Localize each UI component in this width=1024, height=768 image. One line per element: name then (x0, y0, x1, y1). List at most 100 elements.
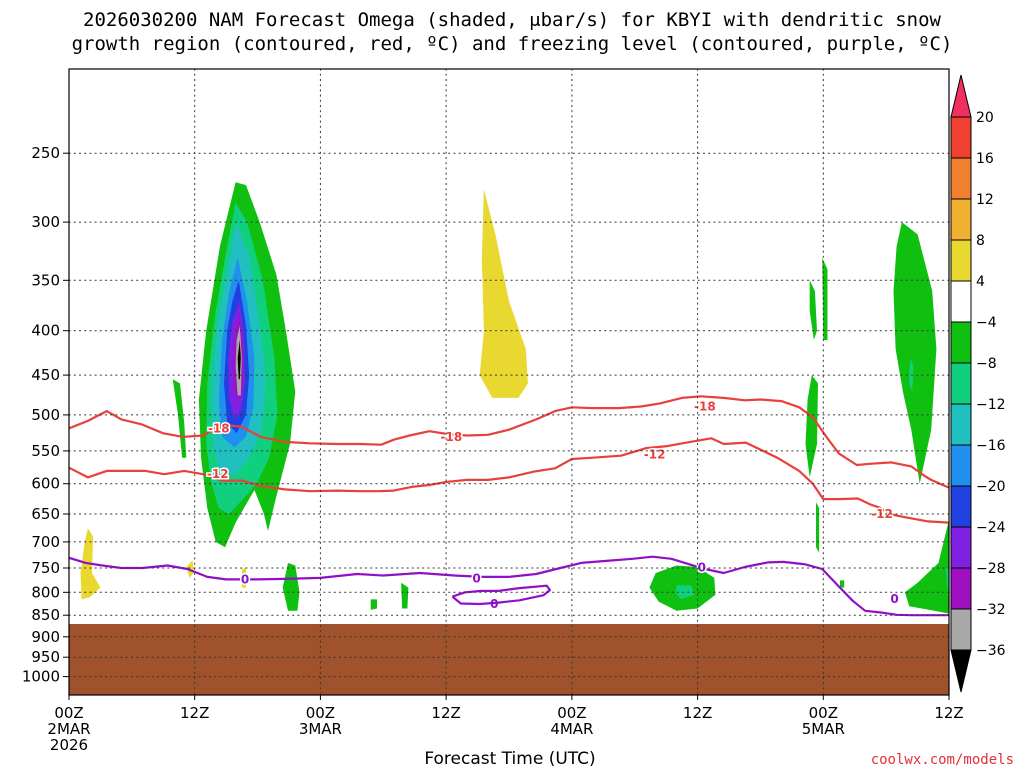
colorbar-band-6 (950, 362, 972, 405)
colorbar-band-3 (950, 239, 972, 282)
colorbar-label-11: −28 (976, 561, 1006, 577)
contour-label--12-0: -12 (207, 467, 229, 481)
omega-shade-right-lowlevel (905, 519, 949, 614)
contour-label-0-1: 0 (472, 571, 480, 585)
y-tick-label-650: 650 (31, 505, 60, 523)
x-tick-line-0-1: 2MAR (47, 720, 90, 738)
x-tick-label-4: 00Z 4MAR (550, 704, 593, 738)
grid-lines (68, 68, 950, 696)
x-tick-label-1: 12Z (180, 704, 209, 722)
y-tick-label-750: 750 (31, 559, 60, 577)
colorbar-band-10 (950, 526, 972, 569)
x-tick-line-5-0: 12Z (683, 704, 712, 722)
colorbar-label-12: −32 (976, 602, 1006, 618)
y-tick-label-700: 700 (31, 533, 60, 551)
colorbar-band-12 (950, 608, 972, 651)
x-tick-line-4-0: 00Z (557, 704, 586, 722)
colorbar-band-4 (950, 280, 972, 323)
colorbar-band-7 (950, 403, 972, 446)
contour-label-0-4: 0 (890, 592, 898, 606)
x-tick-line-6-1: 5MAR (802, 720, 845, 738)
y-tick-label-500: 500 (31, 406, 60, 424)
omega-shade-right-sliver-c (805, 375, 818, 478)
y-tick-label-950: 950 (31, 648, 60, 666)
omega-shade-left-sliver (172, 379, 187, 458)
colorbar-band-1 (950, 157, 972, 200)
x-tick-line-2-1: 3MAR (299, 720, 342, 738)
y-tick-label-600: 600 (31, 475, 60, 493)
omega-shade-right-sliver-e (816, 502, 820, 553)
colorbar-label-4: 4 (976, 274, 985, 290)
chart-title-line-1: 2026030200 NAM Forecast Omega (shaded, μ… (83, 9, 941, 31)
x-tick-line-6-0: 00Z (809, 704, 838, 722)
omega-shade-right-sliver-a (809, 280, 817, 340)
y-tick-label-400: 400 (31, 322, 60, 340)
freezing-level-line-3 (451, 584, 551, 606)
y-tick-label-350: 350 (31, 271, 60, 289)
colorbar-label-7: −12 (976, 397, 1006, 413)
contour-label--18-2: -18 (694, 400, 716, 414)
colorbar-label-10: −24 (976, 520, 1006, 536)
x-axis-label: Forecast Time (UTC) (424, 749, 595, 768)
colorbar-label-1: 16 (976, 151, 994, 167)
chart-title-line-2: growth region (contoured, red, ºC) and f… (72, 33, 953, 55)
contour-label-0-0: 0 (241, 572, 249, 586)
omega-shade-morning-green (675, 585, 695, 600)
freezing-level-line-2 (69, 555, 949, 617)
colorbar-label-3: 8 (976, 233, 985, 249)
x-tick-label-3: 12Z (431, 704, 460, 722)
x-tick-line-1-0: 12Z (180, 704, 209, 722)
omega-shade-main-ascent (237, 340, 241, 380)
omega-shade-right-lowlevel (945, 568, 949, 596)
x-tick-label-0: 00Z 2MAR 2026 (47, 704, 90, 754)
contour-label--18-1: -18 (441, 430, 463, 444)
colorbar-label-5: −4 (976, 315, 997, 331)
contour-label--18-0: -18 (208, 421, 230, 435)
y-axis: 250 300 350 400 450 500 550 600 650 700 750 800 850 9… (22, 144, 69, 686)
y-tick-label-900: 900 (31, 628, 60, 646)
y-tick-label-850: 850 (31, 606, 60, 624)
x-tick-label-6: 00Z 5MAR (802, 704, 845, 738)
colorbar-label-6: −8 (976, 356, 997, 372)
omega-shade-small-yellow-b (241, 568, 246, 588)
contour-label--12-2: -12 (871, 507, 893, 521)
credit-text: coolwx.com/models (871, 752, 1014, 768)
colorbar-bottom-arrow (950, 649, 972, 693)
omega-shade-upper-yellow (479, 189, 528, 398)
y-tick-label-800: 800 (31, 583, 60, 601)
colorbar-band-2 (950, 198, 972, 241)
colorbar-band-8 (950, 444, 972, 487)
contour-label-0-3: 0 (698, 561, 706, 575)
x-tick-label-7: 12Z (934, 704, 963, 722)
colorbar-top-arrow (950, 74, 972, 118)
omega-shade-right-green-tall (893, 222, 937, 484)
y-tick-label-450: 450 (31, 366, 60, 384)
omega-shade-lowlevel-green-b (370, 599, 377, 610)
omega-shade-lowlevel-green-c (401, 582, 409, 609)
y-tick-label-1000: 1000 (22, 668, 60, 686)
colorbar-label-9: −20 (976, 479, 1006, 495)
plot-frame (68, 68, 950, 696)
colorbar-legend: 20 16 12 8 4 −4 −8 −12 −16 −20 −24 −28 −32 −36 (950, 74, 1006, 693)
x-tick-line-4-1: 4MAR (550, 720, 593, 738)
colorbar-label-8: −16 (976, 438, 1006, 454)
colorbar-label-0: 20 (976, 110, 994, 126)
y-tick-label-550: 550 (31, 442, 60, 460)
colorbar-band-5 (950, 321, 972, 364)
x-tick-label-5: 12Z (683, 704, 712, 722)
colorbar-label-2: 12 (976, 192, 994, 208)
colorbar-band-0 (950, 116, 972, 159)
x-tick-line-7-0: 12Z (934, 704, 963, 722)
x-tick-line-3-0: 12Z (431, 704, 460, 722)
x-tick-line-0-2: 2026 (50, 736, 88, 754)
colorbar-band-9 (950, 485, 972, 528)
below-ground-shading (69, 624, 949, 695)
omega-shade-right-dots (840, 580, 845, 588)
isotherm-line-1 (69, 437, 949, 524)
colorbar-band-11 (950, 567, 972, 610)
y-tick-label-300: 300 (31, 213, 60, 231)
contour-label--12-1: -12 (644, 447, 666, 461)
